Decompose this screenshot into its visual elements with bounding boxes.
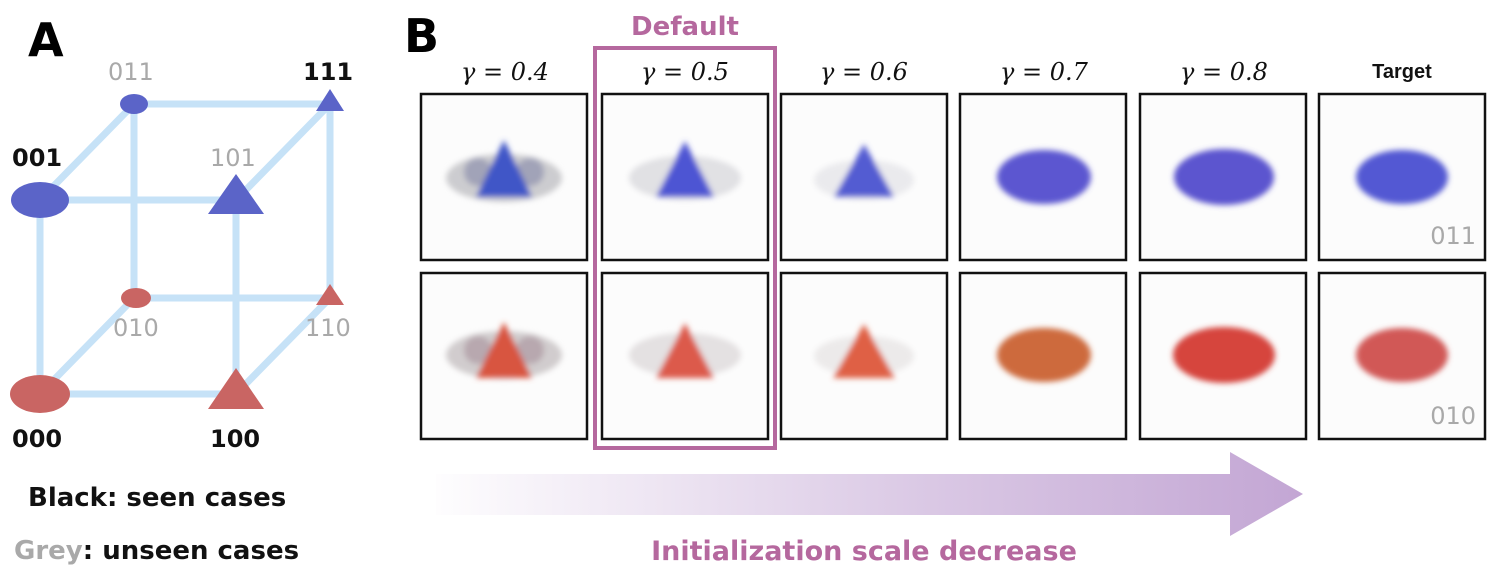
label-000: 000 — [12, 425, 62, 453]
image-r2-c4 — [1138, 271, 1308, 441]
col-header-3: γ = 0.7 — [1000, 58, 1089, 86]
direction-arrow — [436, 452, 1303, 536]
legend-grey-word: Grey — [14, 536, 83, 566]
vertex-101-triangle — [208, 174, 264, 214]
vertex-110-triangle — [316, 284, 344, 305]
image-r1-c1 — [600, 92, 770, 262]
col-header-2: γ = 0.6 — [820, 58, 908, 86]
arrow-label: Initialization scale decrease — [651, 536, 1077, 567]
image-r2-c1 — [600, 271, 770, 441]
legend-black-rest: : seen cases — [107, 483, 286, 513]
col-header-4: γ = 0.8 — [1180, 58, 1268, 86]
image-r2-target: 010 — [1317, 271, 1487, 441]
image-r2-c3 — [958, 271, 1128, 441]
image-r2-c0 — [419, 271, 589, 441]
vertex-011-ellipse — [120, 94, 148, 114]
panel-a: A 011 111 001 10 — [10, 13, 353, 566]
image-r1-c4 — [1138, 92, 1308, 262]
label-110: 110 — [305, 314, 351, 342]
cube-edges — [36, 100, 334, 398]
panel-b: B Default γ = 0.4 γ = 0.5 γ = 0.6 γ = 0.… — [404, 9, 1487, 567]
col-header-5: Target — [1372, 61, 1432, 83]
image-r1-c3 — [958, 92, 1128, 262]
default-label: Default — [631, 12, 739, 42]
label-011: 011 — [108, 58, 154, 86]
legend-black-word: Black — [28, 483, 108, 513]
col-header-1: γ = 0.5 — [641, 58, 729, 86]
vertex-100-triangle — [208, 368, 264, 409]
panel-letter-b: B — [404, 9, 439, 63]
label-001: 001 — [12, 144, 62, 172]
vertex-001-ellipse — [11, 182, 69, 218]
label-100: 100 — [210, 425, 260, 453]
image-r1-c2 — [779, 92, 949, 262]
col-header-0: γ = 0.4 — [461, 58, 549, 86]
legend-grey-rest: : unseen cases — [83, 536, 299, 566]
row-code-top: 011 — [1430, 222, 1476, 250]
label-010: 010 — [113, 314, 159, 342]
legend-seen: Black: seen cases — [28, 483, 286, 513]
label-101: 101 — [210, 144, 256, 172]
vertex-111-triangle — [316, 89, 344, 111]
vertex-000-ellipse — [10, 375, 70, 413]
image-r2-c2 — [779, 271, 949, 441]
panel-letter-a: A — [28, 13, 64, 67]
label-111: 111 — [303, 58, 353, 86]
row-code-bottom: 010 — [1430, 402, 1476, 430]
image-r1-c0 — [419, 92, 589, 262]
legend-unseen: Grey: unseen cases — [14, 536, 299, 566]
image-r1-target: 011 — [1317, 92, 1487, 262]
vertex-010-ellipse — [121, 288, 151, 308]
default-highlight-box — [593, 46, 777, 450]
